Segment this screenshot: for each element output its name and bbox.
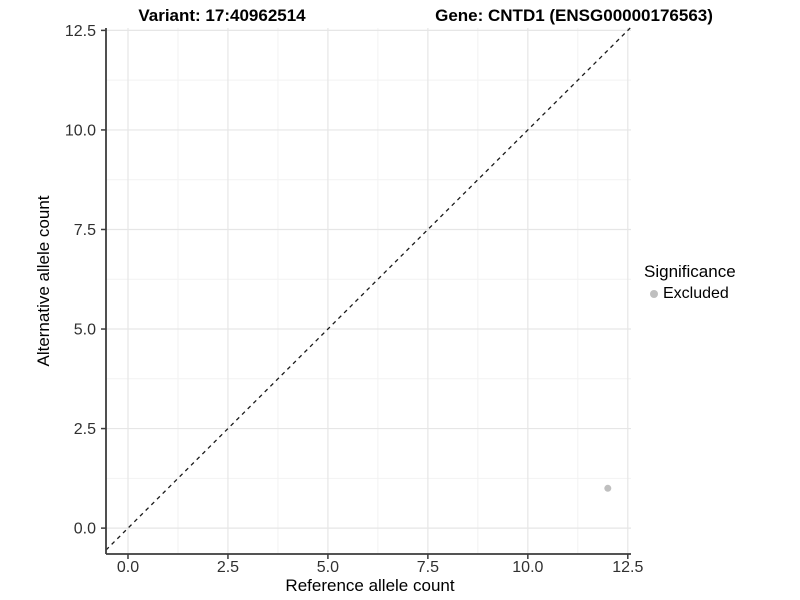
y-tick-label: 5.0: [74, 322, 96, 339]
legend: Significance Excluded: [644, 262, 736, 303]
y-tick-label: 0.0: [74, 521, 96, 538]
x-axis-title: Reference allele count: [285, 576, 455, 595]
x-tick-label: 12.5: [612, 559, 643, 576]
y-tick-label: 12.5: [65, 23, 96, 40]
plot-title-gene: Gene: CNTD1 (ENSG00000176563): [435, 6, 713, 25]
x-tick-label: 7.5: [417, 559, 439, 576]
legend-key-dot: [650, 290, 658, 298]
legend-item-excluded: Excluded: [650, 285, 736, 303]
x-tick-label: 0.0: [117, 559, 139, 576]
plot-title-variant: Variant: 17:40962514: [138, 6, 306, 25]
y-tick-label: 7.5: [74, 222, 96, 239]
x-tick-label: 2.5: [217, 559, 239, 576]
y-tick-label: 10.0: [65, 122, 96, 139]
x-tick-label: 10.0: [512, 559, 543, 576]
legend-title: Significance: [644, 262, 736, 281]
y-tick-label: 2.5: [74, 421, 96, 438]
identity-reference-line: [105, 27, 631, 551]
x-tick-label: 5.0: [317, 559, 339, 576]
legend-item-label: Excluded: [663, 285, 729, 302]
data-point: [604, 484, 612, 492]
